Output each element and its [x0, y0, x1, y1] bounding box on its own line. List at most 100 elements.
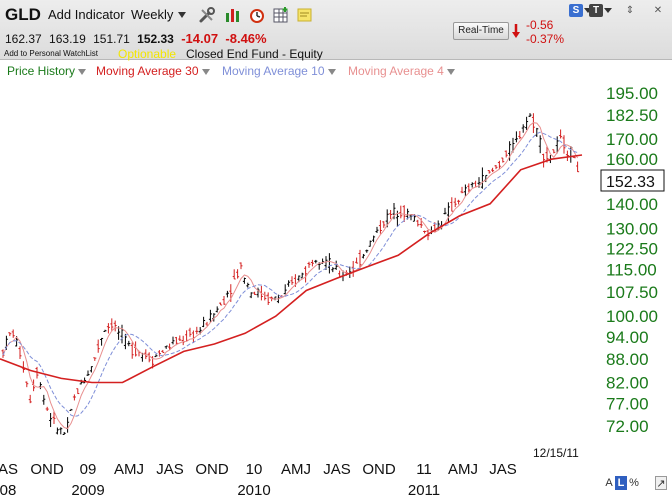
price-bar	[45, 406, 49, 412]
wrench-icon[interactable]	[198, 6, 216, 24]
chevron-down-icon[interactable]	[604, 8, 612, 13]
x-tick-label: 11	[416, 461, 432, 478]
price-bar	[86, 370, 90, 376]
table-icon[interactable]	[272, 6, 290, 24]
chevron-down-icon[interactable]	[201, 68, 210, 75]
legend-price-history[interactable]: Price History	[7, 64, 87, 78]
price-bar	[576, 161, 580, 173]
price-bar	[491, 167, 495, 173]
price-bar	[195, 326, 199, 335]
x-year-label: 2010	[237, 482, 270, 499]
price-bar	[236, 269, 240, 279]
price-bar	[463, 184, 467, 197]
log-scale-button[interactable]: L	[615, 476, 627, 490]
fund-type-label: Closed End Fund - Equity	[186, 47, 323, 61]
sticky-note-icon[interactable]	[296, 6, 314, 24]
price-bar	[382, 221, 386, 228]
legend-ma30[interactable]: Moving Average 30	[96, 64, 210, 78]
price-bar	[215, 306, 219, 313]
price-bar	[518, 131, 522, 140]
price-bar	[443, 207, 447, 215]
price-bar	[416, 219, 420, 227]
price-chart[interactable]: 195.00182.50170.00160.00150.00140.00130.…	[0, 80, 672, 504]
price-bar	[559, 129, 563, 139]
x-tick-label: AMJ	[114, 461, 144, 478]
price-bar	[59, 427, 63, 435]
price-bar	[327, 253, 331, 274]
x-tick-label: AMJ	[281, 461, 311, 478]
x-year-label: 08	[0, 482, 16, 499]
price-bar	[154, 354, 158, 358]
price-bar	[399, 205, 403, 219]
price-bar	[307, 261, 311, 268]
chevron-down-icon[interactable]	[78, 68, 87, 75]
price-bar	[188, 327, 192, 337]
price-bar	[246, 282, 250, 288]
interval-select[interactable]: Weekly	[131, 7, 174, 22]
price-bar	[225, 290, 229, 298]
price-bar	[168, 343, 172, 351]
symbol-label[interactable]: GLD	[5, 5, 41, 24]
price-bar	[66, 417, 70, 433]
price-bar	[542, 153, 546, 168]
add-indicator-button[interactable]: Add Indicator	[48, 7, 125, 22]
price-bar	[96, 339, 100, 353]
price-bar	[334, 260, 338, 270]
x-tick-label: 10	[246, 461, 263, 478]
price-bar	[470, 182, 474, 188]
add-to-watchlist-link[interactable]: Add to Personal WatchList	[4, 49, 98, 58]
y-tick-label: 130.00	[606, 220, 658, 239]
chevron-down-icon[interactable]	[327, 68, 336, 75]
price-bar	[372, 235, 376, 243]
auto-scale-button[interactable]: A	[605, 477, 613, 489]
real-time-button[interactable]: Real-Time	[453, 22, 509, 40]
price-bar	[355, 257, 359, 264]
price-bar	[249, 292, 253, 299]
chevron-down-icon[interactable]	[178, 12, 186, 18]
price-bar	[76, 388, 80, 395]
price-bar	[528, 113, 532, 118]
price-bar	[113, 320, 117, 332]
price-bar	[555, 136, 559, 154]
x-year-label: 2011	[408, 482, 440, 499]
x-tick-label: AMJ	[448, 461, 478, 478]
price-bar	[191, 330, 195, 344]
y-tick-label: 122.50	[606, 239, 658, 258]
legend-ma4[interactable]: Moving Average 4	[348, 64, 455, 78]
x-tick-label: OND	[195, 461, 229, 478]
quote-line: 162.37 163.19 151.71 152.33 -14.07 -8.46…	[5, 31, 271, 46]
realtime-change-pct: -0.37%	[526, 32, 565, 46]
price-bar	[266, 292, 270, 305]
chevron-down-icon[interactable]	[584, 8, 592, 13]
y-tick-label: 77.00	[606, 394, 649, 413]
alarm-clock-icon[interactable]	[248, 6, 266, 24]
price-bar	[185, 330, 189, 342]
price-bar	[378, 220, 382, 234]
price-bar	[171, 336, 175, 345]
y-tick-label: 115.00	[606, 260, 657, 279]
draw-tool-icon[interactable]: ↗	[655, 476, 667, 490]
realtime-change: -0.56	[526, 18, 554, 32]
price-bar	[453, 197, 457, 208]
bar-chart-icon[interactable]	[224, 6, 242, 24]
price-bar	[525, 116, 529, 130]
price-bar	[368, 240, 372, 247]
x-tick-label: OND	[30, 461, 64, 478]
price-bar	[232, 269, 236, 280]
price-bar	[11, 329, 15, 338]
price-bar	[127, 340, 131, 347]
resize-icon[interactable]: ⇕	[625, 5, 635, 16]
price-bar	[287, 280, 291, 287]
close-icon[interactable]: ✕	[653, 5, 663, 16]
price-bar	[208, 309, 212, 323]
legend-ma10[interactable]: Moving Average 10	[222, 64, 336, 78]
ma10-line	[2, 131, 578, 417]
y-tick-label: 88.00	[606, 350, 649, 369]
price-bar	[55, 427, 59, 435]
price-bar	[222, 295, 226, 305]
t-button[interactable]: T	[589, 4, 603, 17]
s-button[interactable]: S	[569, 4, 583, 17]
chevron-down-icon[interactable]	[446, 68, 455, 75]
x-tick-label: JAS	[156, 461, 184, 478]
percent-scale-button[interactable]: %	[629, 477, 639, 489]
